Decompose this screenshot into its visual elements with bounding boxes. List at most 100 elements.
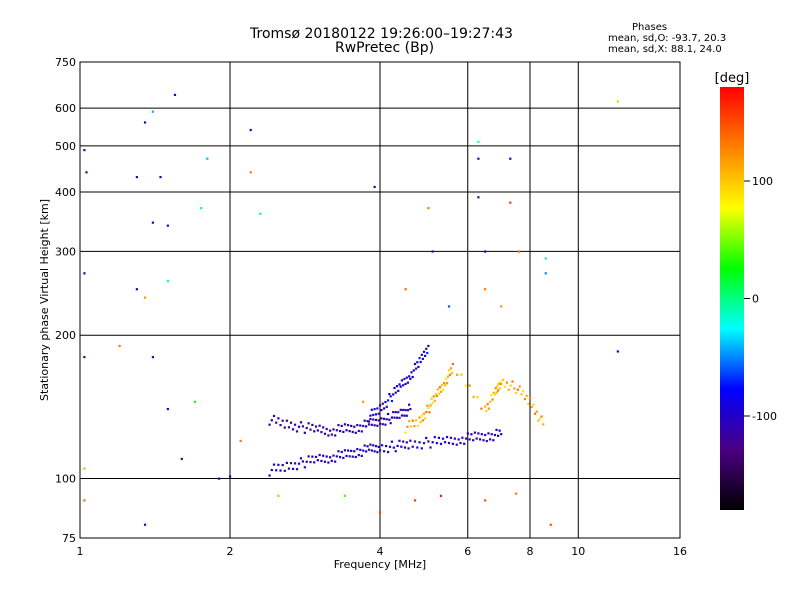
trace-point <box>438 386 442 389</box>
trace-point <box>372 413 375 417</box>
trace-point <box>367 448 371 451</box>
trace-point <box>441 437 445 440</box>
trace-point <box>388 418 391 421</box>
trace-point <box>270 468 273 472</box>
trace-point <box>305 426 308 430</box>
scatter-point <box>249 171 252 174</box>
trace-point <box>457 438 460 441</box>
trace-point <box>268 423 271 426</box>
trace-point <box>522 390 525 393</box>
trace-point <box>369 417 372 421</box>
trace-point <box>485 409 488 413</box>
trace-point <box>437 392 441 395</box>
trace-point <box>439 390 443 393</box>
trace-point <box>453 437 456 440</box>
trace-point <box>281 419 284 422</box>
trace-point <box>283 426 286 429</box>
trace-point <box>383 407 386 410</box>
trace-point <box>468 438 471 441</box>
trace-point <box>275 421 278 424</box>
y-tick-label: 600 <box>55 102 76 115</box>
scatter-point <box>484 499 487 502</box>
trace-point <box>343 449 347 452</box>
trace-point <box>305 460 308 463</box>
trace-point <box>366 445 369 448</box>
trace-point <box>497 382 500 386</box>
trace-point <box>416 361 419 364</box>
trace-point <box>425 347 428 350</box>
y-tick-label: 500 <box>55 140 76 153</box>
trace-point <box>287 426 291 429</box>
scatter-point <box>404 288 407 291</box>
scatter-point <box>544 272 547 275</box>
trace-point <box>472 395 475 398</box>
trace-point <box>433 436 436 439</box>
trace-point <box>537 419 540 422</box>
grid-lines <box>79 61 681 539</box>
trace-point <box>444 377 448 380</box>
scatter-point <box>616 350 619 353</box>
trace-point <box>329 429 332 432</box>
trace-point <box>441 388 445 391</box>
trace-point <box>372 444 375 447</box>
trace-point <box>390 416 394 419</box>
x-tick-label: 10 <box>571 545 585 558</box>
trace-point <box>516 388 520 391</box>
trace-point <box>299 421 303 424</box>
trace-point <box>357 429 360 433</box>
trace-point <box>493 393 497 396</box>
trace-point <box>491 398 494 401</box>
colorbar-tick-label: 100 <box>752 175 773 188</box>
trace-point <box>297 425 301 428</box>
trace-point <box>379 422 382 425</box>
trace-point <box>496 389 500 392</box>
trace-point <box>307 422 310 425</box>
trace-point <box>494 387 497 390</box>
scatter-point <box>206 157 209 160</box>
trace-point <box>406 381 410 384</box>
y-tick-label: 100 <box>55 473 76 486</box>
x-tick-labels: 1 2 4 6 8 10 16 <box>77 545 688 558</box>
trace-point <box>470 433 473 436</box>
trace-point <box>447 441 451 445</box>
trace-point <box>350 449 353 452</box>
trace-point <box>393 416 396 419</box>
trace-point <box>492 391 495 394</box>
trace-point <box>297 462 301 465</box>
trace-point <box>475 437 478 440</box>
scatter-point <box>83 467 86 470</box>
scatter-point <box>517 250 521 253</box>
trace-point <box>277 463 280 466</box>
trace-point <box>437 436 441 439</box>
trace-point <box>369 414 372 417</box>
trace-point <box>463 442 466 445</box>
trace-point <box>480 433 483 436</box>
trace-point <box>384 400 387 404</box>
trace-point <box>332 454 335 457</box>
trace-point <box>354 431 357 434</box>
trace-point <box>359 424 362 427</box>
colorbar-ticks: -100 0 100 <box>744 175 777 423</box>
trace-point <box>376 407 379 410</box>
trace-point <box>416 424 419 427</box>
trace-point <box>419 360 422 364</box>
trace-point <box>420 414 423 417</box>
scatter-point <box>166 280 169 283</box>
trace-point <box>400 445 403 448</box>
trace-point <box>485 439 488 443</box>
trace-point <box>337 424 340 427</box>
trace-point <box>498 387 501 390</box>
trace-point <box>367 423 371 426</box>
scatter-point <box>239 439 242 443</box>
trace-point <box>367 420 371 423</box>
trace-point <box>445 382 449 385</box>
trace-point <box>303 431 306 434</box>
trace-point <box>398 383 401 386</box>
trace-point <box>399 408 402 411</box>
trace-point <box>318 424 321 427</box>
trace-point <box>330 433 333 436</box>
y-tick-label: 200 <box>55 329 76 342</box>
trace-point <box>389 422 392 425</box>
trace-point <box>490 394 493 397</box>
trace-point <box>498 429 501 432</box>
